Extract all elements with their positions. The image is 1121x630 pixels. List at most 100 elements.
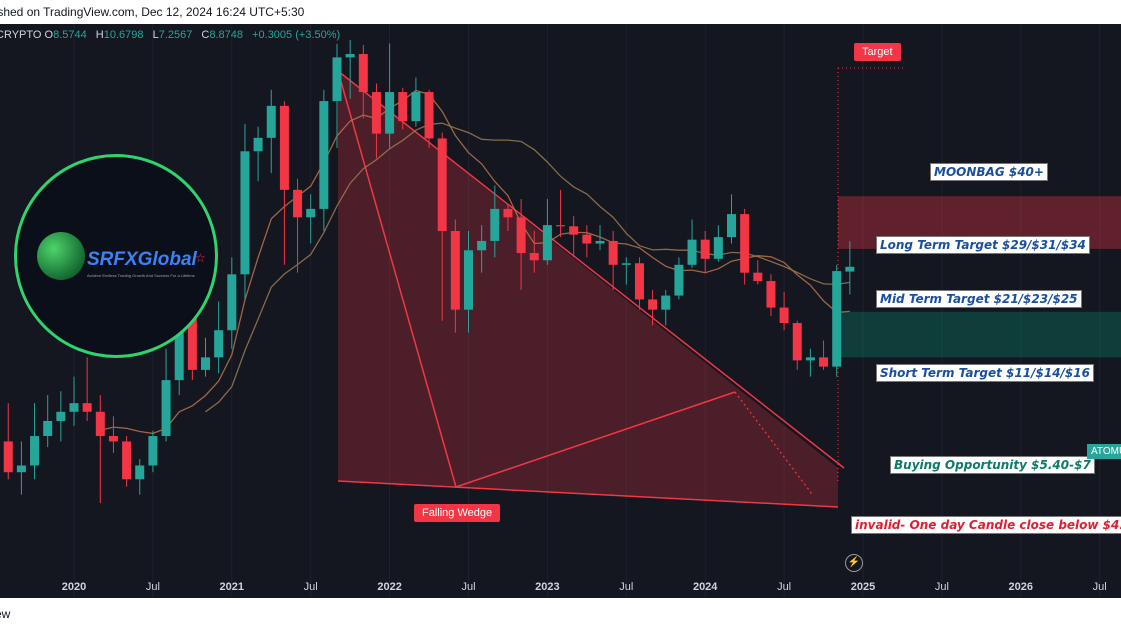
candle-body xyxy=(503,208,513,218)
candle-body xyxy=(253,137,263,152)
candle-body xyxy=(556,225,566,227)
candle-body xyxy=(477,240,487,251)
chart-area[interactable]: CRYPTO O8.5744 H10.6798 L7.2567 C8.8748 … xyxy=(0,24,1121,598)
candle-body xyxy=(582,234,592,244)
candle-body xyxy=(214,330,224,358)
candle-body xyxy=(161,380,171,437)
candle-body xyxy=(779,307,789,324)
current-price-tag: ATOMU xyxy=(1087,444,1121,459)
candle-body xyxy=(16,465,26,473)
x-tick-label: 2025 xyxy=(850,581,876,593)
candle-body xyxy=(122,441,132,480)
candle-body xyxy=(135,465,145,480)
candle-body xyxy=(385,92,395,134)
candle-body xyxy=(187,318,197,370)
star-icon: ☆ xyxy=(195,251,206,265)
wedge-lower-line xyxy=(337,480,839,508)
candle-body xyxy=(319,101,329,209)
candle-body xyxy=(648,299,658,310)
candle-body xyxy=(293,189,303,218)
invalidation-label[interactable]: invalid- One day Candle close below $4.4… xyxy=(851,516,1121,534)
candle-body xyxy=(398,92,408,122)
open-label: O xyxy=(44,29,54,41)
candle-body xyxy=(464,250,473,310)
candle-body xyxy=(595,240,605,244)
candle-body xyxy=(30,436,40,466)
wedge-area xyxy=(338,71,838,507)
x-tick-label: Jul xyxy=(1092,581,1107,593)
candle-body xyxy=(542,225,552,261)
candle-body xyxy=(845,266,855,272)
candle-body xyxy=(674,264,684,296)
buying-zone xyxy=(838,311,1121,358)
x-tick-label: Jul xyxy=(461,581,476,593)
ma-fast-line xyxy=(100,89,850,435)
candle-body xyxy=(753,272,763,282)
low-label: L xyxy=(152,29,159,41)
candle-body xyxy=(727,214,736,238)
candle-body xyxy=(227,274,237,331)
candle-body xyxy=(411,92,421,122)
falling-wedge-tag[interactable]: Falling Wedge xyxy=(414,504,501,522)
x-tick-label: Jul xyxy=(303,581,318,593)
x-tick-label: 2020 xyxy=(61,581,87,593)
candle-body xyxy=(661,295,671,310)
candle-body xyxy=(713,237,723,259)
candle-body xyxy=(700,239,710,259)
moonbag-label[interactable]: MOONBAG $40+ xyxy=(930,163,1048,181)
globe-icon xyxy=(37,232,85,280)
x-tick-label: 2024 xyxy=(692,581,718,593)
published-text: lished on TradingView.com, Dec 12, 2024 … xyxy=(0,5,305,19)
candle-body xyxy=(306,208,316,218)
ohlc-legend: CRYPTO O8.5744 H10.6798 L7.2567 C8.8748 … xyxy=(0,29,346,41)
candle-body xyxy=(43,420,53,437)
candle-body xyxy=(148,436,158,466)
published-bar: lished on TradingView.com, Dec 12, 2024 … xyxy=(0,0,1121,24)
candle-body xyxy=(332,57,342,102)
short-term-target-label[interactable]: Short Term Target $11/$14/$16 xyxy=(876,364,1094,382)
candle-body xyxy=(56,411,66,421)
symbol-name: CRYPTO xyxy=(0,29,42,41)
candle-body xyxy=(201,357,210,370)
x-tick-label: 2022 xyxy=(377,581,402,593)
candle-body xyxy=(82,403,92,412)
candle-body xyxy=(621,263,631,265)
candle-body xyxy=(569,226,579,235)
footer-bar: ew xyxy=(0,598,1121,630)
candle-body xyxy=(634,263,644,300)
close-label: C xyxy=(201,29,210,41)
candle-body xyxy=(3,441,13,473)
candle-body xyxy=(792,323,802,361)
mid-term-target-label[interactable]: Mid Term Target $21/$23/$25 xyxy=(876,290,1082,308)
candle-body xyxy=(608,240,618,265)
price-chart[interactable] xyxy=(0,24,1121,598)
candle-body xyxy=(174,318,184,381)
candle-body xyxy=(266,105,276,138)
target-tag[interactable]: Target xyxy=(854,43,901,61)
candle-body xyxy=(240,151,250,275)
x-tick-label: 2023 xyxy=(535,581,560,593)
candle-body xyxy=(424,92,434,139)
buying-opportunity-label[interactable]: Buying Opportunity $5.40-$7 xyxy=(890,456,1095,474)
candle-body xyxy=(450,231,460,310)
candle-body xyxy=(358,54,368,93)
candle-body xyxy=(516,217,526,254)
logo-tagline: Achieve Endless Trading Growth And Succe… xyxy=(87,273,195,278)
candle-body xyxy=(69,403,79,412)
high-value: 10.6798 xyxy=(103,29,144,41)
wedge-upper-line xyxy=(337,70,845,469)
x-tick-label: 2026 xyxy=(1008,581,1034,593)
candle-body xyxy=(766,281,776,308)
candle-body xyxy=(345,54,355,58)
candle-body xyxy=(819,357,829,367)
x-tick-label: Jul xyxy=(934,581,949,593)
open-value: 8.5744 xyxy=(53,29,87,41)
candle-body xyxy=(371,92,381,134)
candle-body xyxy=(437,138,447,232)
long-term-target-label[interactable]: Long Term Target $29/$31/$34 xyxy=(876,236,1090,254)
candle-body xyxy=(805,357,815,361)
lightning-icon[interactable]: ⚡ xyxy=(845,554,863,572)
change-value: +0.3005 (+3.50%) xyxy=(252,29,341,41)
low-value: 7.2567 xyxy=(158,29,193,41)
x-tick-label: Jul xyxy=(145,581,160,593)
